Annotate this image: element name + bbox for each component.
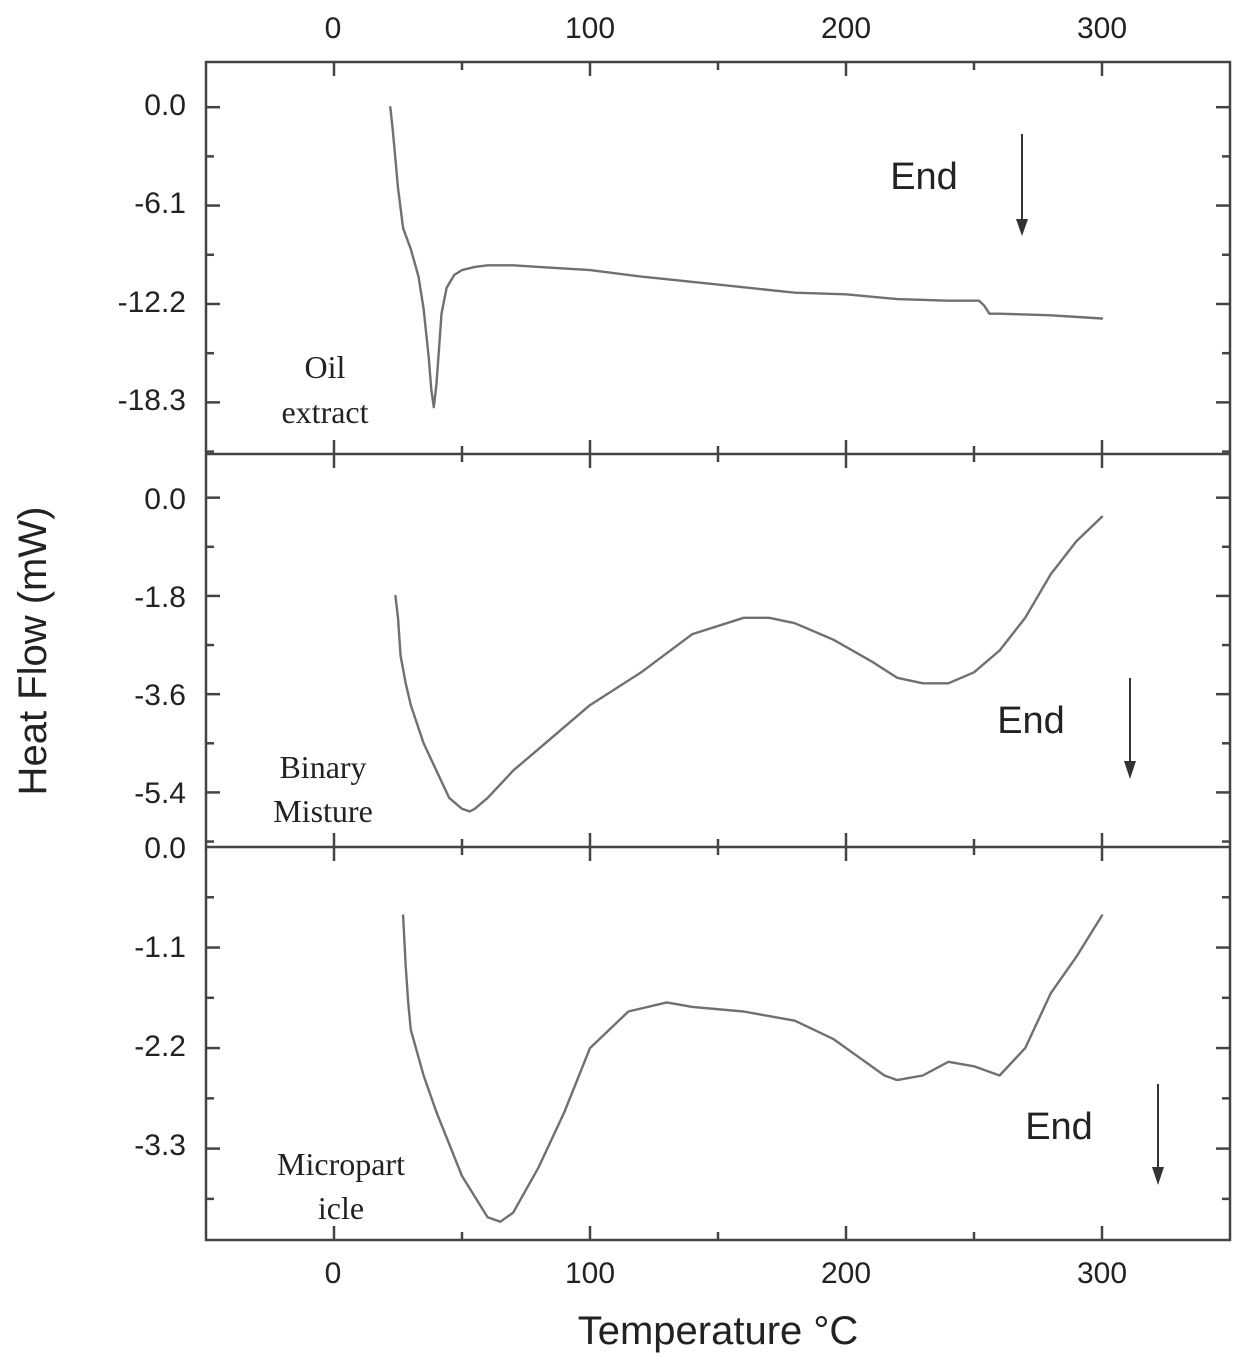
ticks-layer bbox=[206, 62, 1230, 1240]
y-tick-label-oil-2: -12.2 bbox=[118, 286, 186, 319]
x-tick-label-bottom-200: 200 bbox=[821, 1257, 871, 1290]
y-tick-label-binary-2: -3.6 bbox=[134, 679, 186, 712]
end-arrow-head-binary bbox=[1124, 761, 1136, 779]
y-tick-label-micro-1: -1.1 bbox=[134, 931, 186, 964]
heat-flow-curve-microparticle bbox=[401, 914, 1104, 1223]
end-arrow-head-oil bbox=[1016, 219, 1028, 236]
x-tick-label-bottom-300: 300 bbox=[1077, 1257, 1127, 1290]
end-annotation-binary: End bbox=[997, 700, 1065, 742]
y-tick-label-micro-0: 0.0 bbox=[144, 832, 186, 865]
y-tick-label-micro-3: -3.3 bbox=[134, 1129, 186, 1162]
end-annotation-micro: End bbox=[1025, 1106, 1093, 1148]
x-tick-label-top-200: 200 bbox=[821, 12, 871, 45]
end-arrow-head-micro bbox=[1152, 1167, 1164, 1185]
series-label-micro-line2: icle bbox=[318, 1190, 364, 1226]
x-tick-label-top-100: 100 bbox=[565, 12, 615, 45]
y-axis-title: Heat Flow (mW) bbox=[11, 507, 55, 796]
series-label-oil-line1: Oil bbox=[305, 349, 346, 385]
x-tick-label-bottom-0: 0 bbox=[325, 1257, 342, 1290]
heat-flow-curve-binary bbox=[394, 515, 1104, 813]
plot-frame bbox=[204, 60, 1232, 1242]
x-axis-title: Temperature °C bbox=[578, 1309, 859, 1353]
y-tick-label-micro-2: -2.2 bbox=[134, 1030, 186, 1063]
heat-flow-curve-oil bbox=[389, 106, 1104, 409]
curves-layer bbox=[389, 106, 1104, 1223]
series-label-binary-line2: Misture bbox=[273, 793, 373, 829]
y-tick-label-oil-0: 0.0 bbox=[144, 89, 186, 122]
y-tick-label-oil-1: -6.1 bbox=[134, 187, 186, 220]
x-tick-label-top-300: 300 bbox=[1077, 12, 1127, 45]
y-tick-label-binary-0: 0.0 bbox=[144, 483, 186, 516]
y-tick-label-binary-3: -5.4 bbox=[134, 777, 186, 810]
end-annotation-oil: End bbox=[890, 156, 958, 198]
x-tick-label-bottom-100: 100 bbox=[565, 1257, 615, 1290]
series-label-binary-line1: Binary bbox=[279, 749, 366, 785]
y-tick-label-oil-3: -18.3 bbox=[118, 384, 186, 417]
series-label-oil-line2: extract bbox=[281, 394, 368, 430]
x-tick-label-top-0: 0 bbox=[325, 12, 342, 45]
series-label-micro-line1: Micropart bbox=[277, 1146, 405, 1182]
y-tick-label-binary-1: -1.8 bbox=[134, 581, 186, 614]
